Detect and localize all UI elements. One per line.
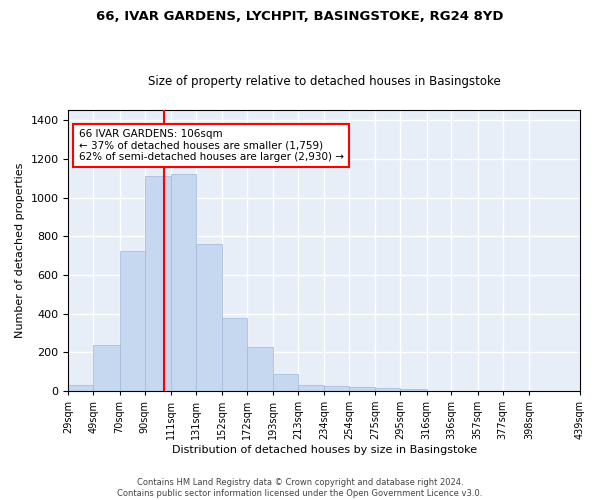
X-axis label: Distribution of detached houses by size in Basingstoke: Distribution of detached houses by size … bbox=[172, 445, 477, 455]
Text: Contains HM Land Registry data © Crown copyright and database right 2024.
Contai: Contains HM Land Registry data © Crown c… bbox=[118, 478, 482, 498]
Bar bbox=[171, 174, 196, 391]
Title: Size of property relative to detached houses in Basingstoke: Size of property relative to detached ho… bbox=[148, 76, 500, 88]
Bar bbox=[196, 244, 222, 391]
Bar bbox=[119, 250, 145, 391]
Bar bbox=[324, 386, 349, 391]
Bar bbox=[298, 385, 324, 391]
Text: 66, IVAR GARDENS, LYCHPIT, BASINGSTOKE, RG24 8YD: 66, IVAR GARDENS, LYCHPIT, BASINGSTOKE, … bbox=[96, 10, 504, 23]
Bar bbox=[94, 346, 119, 391]
Bar bbox=[349, 387, 376, 391]
Bar bbox=[400, 389, 427, 391]
Bar bbox=[222, 318, 247, 391]
Y-axis label: Number of detached properties: Number of detached properties bbox=[15, 163, 25, 338]
Bar bbox=[273, 374, 298, 391]
Bar bbox=[68, 385, 94, 391]
Text: 66 IVAR GARDENS: 106sqm
← 37% of detached houses are smaller (1,759)
62% of semi: 66 IVAR GARDENS: 106sqm ← 37% of detache… bbox=[79, 128, 344, 162]
Bar bbox=[247, 348, 273, 391]
Bar bbox=[145, 176, 171, 391]
Bar bbox=[376, 388, 400, 391]
